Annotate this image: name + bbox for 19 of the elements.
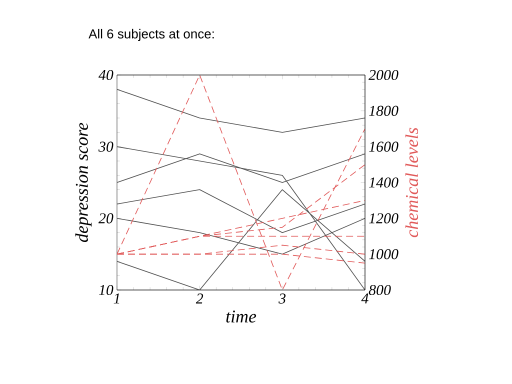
y2-tick-label: 2000: [368, 70, 398, 80]
y2-axis-title: chemical levels: [405, 128, 418, 238]
y-tick-label: 40: [98, 70, 114, 80]
y-tick-label: 20: [98, 213, 114, 224]
y-tick-label: 30: [98, 142, 114, 152]
y2-tick-label: 1600: [369, 142, 398, 152]
y2-tick-label: 800: [368, 284, 391, 296]
y2-tick-label: 1400: [369, 177, 398, 188]
y2-tick-label: 1800: [369, 106, 398, 116]
x-tick-label: 4: [361, 294, 368, 304]
y2-tick-label: 1000: [369, 249, 398, 260]
x-tick-label: 2: [196, 294, 204, 304]
x-tick-label: 1: [114, 294, 120, 304]
y-tick-label: 10: [99, 284, 114, 296]
chart-title: All 6 subjects at once:: [88, 28, 214, 42]
y2-tick-label: 1200: [369, 213, 398, 224]
x-tick-label: 3: [278, 294, 286, 304]
y-axis-title: depression score: [75, 122, 92, 242]
x-axis-title: time: [226, 310, 256, 323]
